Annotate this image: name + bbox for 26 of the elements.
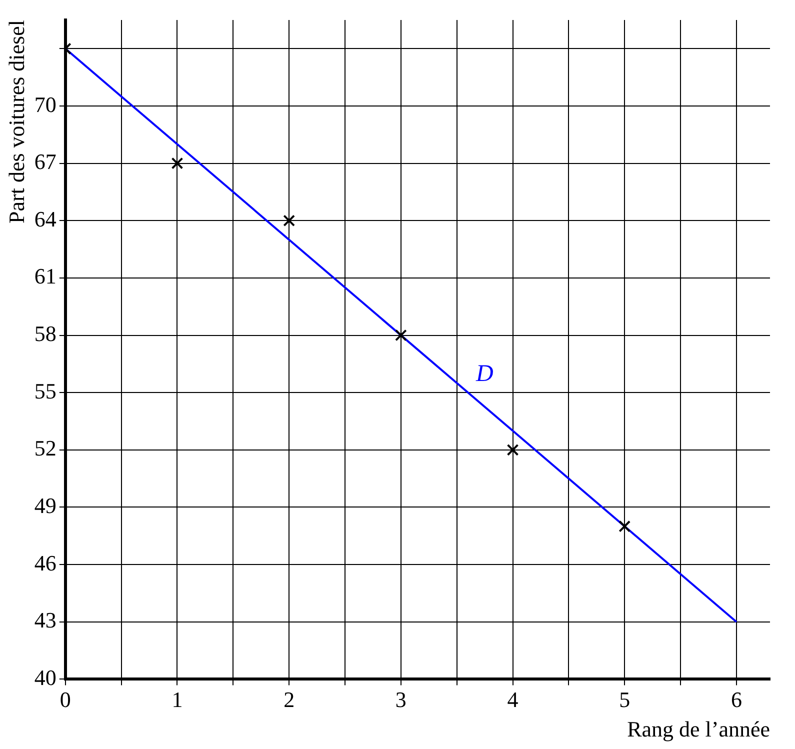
- x-tick-label: 4: [507, 687, 518, 712]
- point: [283, 214, 296, 227]
- y-tick-label: 55: [34, 378, 56, 404]
- x-axis-title: Rang de l’année: [627, 716, 770, 742]
- y-tick-label: 43: [34, 608, 56, 633]
- y-tick-label: 46: [34, 550, 56, 576]
- x-tick-label: 5: [619, 687, 630, 712]
- x-tick-label: 6: [730, 687, 742, 712]
- point: [171, 157, 184, 170]
- y-tick-label: 64: [34, 206, 56, 232]
- y-tick-label: 52: [34, 436, 56, 461]
- x-tick-label: 0: [60, 687, 71, 712]
- point: [506, 444, 519, 456]
- x-tick-label: 2: [284, 687, 295, 712]
- series-label: D: [475, 360, 494, 387]
- y-tick-label: 67: [34, 149, 56, 174]
- x-tick-label: 1: [172, 687, 183, 712]
- y-tick-label: 61: [34, 264, 56, 289]
- point: [394, 329, 407, 342]
- x-tick-label: 3: [395, 687, 406, 712]
- y-tick-label: 49: [34, 493, 56, 518]
- y-tick-label: 70: [34, 92, 56, 117]
- y-tick-label: 58: [34, 321, 56, 346]
- point: [618, 520, 631, 532]
- y-axis-title: Part des voitures diesel: [4, 20, 29, 224]
- y-tick-label: 40: [34, 664, 56, 690]
